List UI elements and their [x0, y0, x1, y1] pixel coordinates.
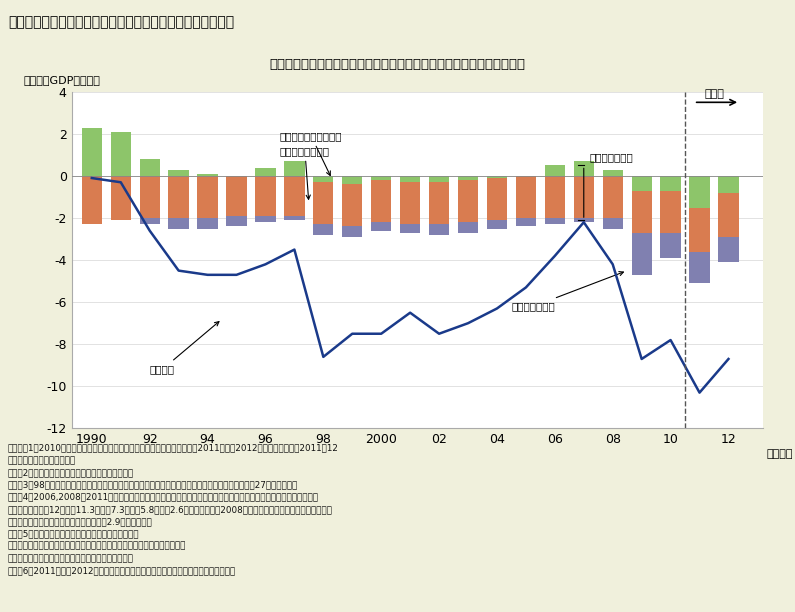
Bar [631, 191, 652, 233]
Bar [574, 218, 594, 222]
Text: 第３－２－１図　国・地方の循環的・構造的財政収支の動向: 第３－２－１図 国・地方の循環的・構造的財政収支の動向 [8, 15, 234, 29]
Text: 債務返済機構からの債務承継分約2.9兆円を除く。: 債務返済機構からの債務承継分約2.9兆円を除く。 [8, 517, 153, 526]
Bar [169, 218, 188, 228]
Text: 構造的財政収支: 構造的財政収支 [590, 152, 634, 162]
Bar [458, 176, 478, 180]
Bar [169, 176, 188, 218]
Text: 財政収支: 財政収支 [149, 321, 219, 375]
Bar [631, 176, 652, 191]
Bar [371, 222, 391, 231]
Bar [227, 216, 246, 226]
Bar [603, 218, 622, 228]
Bar [255, 168, 276, 176]
Bar [719, 193, 739, 237]
Bar [574, 161, 594, 176]
Bar [545, 218, 565, 225]
Text: 6．2011年度・2012年度の見込みは、構造的財政収支と循環的財政収支の合計。: 6．2011年度・2012年度の見込みは、構造的財政収支と循環的財政収支の合計。 [8, 566, 236, 575]
Text: （備考）1．2010年度までの実績は、内閣府「国民経済計算」により作成。2011年度、2012年度の見込みは、2011年12: （備考）1．2010年度までの実績は、内閣府「国民経済計算」により作成。2011… [8, 444, 339, 453]
Bar [689, 252, 710, 283]
Bar [285, 216, 304, 220]
Text: れ分等（12兆円、11.3兆円、7.3兆円、5.8兆円、2.6兆円）を除く。2008年度については、日本高速道路保有・: れ分等（12兆円、11.3兆円、7.3兆円、5.8兆円、2.6兆円）を除く。20… [8, 505, 333, 514]
Bar [82, 127, 102, 176]
Bar [516, 176, 536, 218]
Bar [197, 218, 218, 228]
Text: 4．2006,2008～2011年度については、財政融資資金特別会計から国債整理基金特別会計又は一般会計への繰入: 4．2006,2008～2011年度については、財政融資資金特別会計から国債整理… [8, 493, 319, 502]
Bar [111, 176, 131, 220]
Bar [169, 170, 188, 176]
Text: 見込み: 見込み [704, 89, 724, 99]
Bar [429, 225, 449, 235]
Bar [313, 176, 333, 182]
Bar [255, 216, 276, 222]
Bar [111, 132, 131, 176]
Bar [140, 159, 160, 176]
Bar [458, 180, 478, 222]
Text: リーマンショック後と東日本大震災後の財政出動により財政収支は悪化: リーマンショック後と東日本大震災後の財政出動により財政収支は悪化 [270, 58, 525, 71]
Bar [400, 176, 421, 182]
Bar [603, 170, 622, 176]
Text: （年度）: （年度） [766, 449, 793, 458]
Bar [400, 225, 421, 233]
Bar [140, 176, 160, 218]
Bar [342, 184, 363, 226]
Text: ＝循環的財政収支＋構造的基礎的財政収支＋利払い費（ネット）: ＝循環的財政収支＋構造的基礎的財政収支＋利払い費（ネット） [8, 542, 187, 551]
Bar [458, 222, 478, 233]
Bar [719, 176, 739, 193]
Bar [140, 218, 160, 225]
Bar [516, 218, 536, 226]
Bar [371, 176, 391, 180]
Bar [603, 176, 622, 218]
Text: （対名目GDP比、％）: （対名目GDP比、％） [23, 75, 100, 85]
Text: 5．財政収支＝循環的財政収支＋構造的財政収支: 5．財政収支＝循環的財政収支＋構造的財政収支 [8, 529, 140, 539]
Text: 循環的財政収支: 循環的財政収支 [511, 272, 623, 312]
Text: 構造的基礎的財政収支: 構造的基礎的財政収支 [280, 131, 343, 176]
Bar [82, 176, 102, 225]
Text: 利払費（ネット）: 利払費（ネット） [280, 146, 330, 200]
Bar [487, 176, 507, 178]
Bar [545, 176, 565, 218]
Bar [545, 165, 565, 176]
Text: ＝基礎的財政収支＋利払い費（ネット）。: ＝基礎的財政収支＋利払い費（ネット）。 [8, 554, 134, 563]
Bar [429, 182, 449, 225]
Bar [197, 176, 218, 218]
Bar [487, 178, 507, 220]
Bar [400, 182, 421, 225]
Bar [429, 176, 449, 182]
Bar [371, 180, 391, 222]
Bar [197, 174, 218, 176]
Text: 3．98年度については、日本国有鉄道清算事業団及び国有林野事業特別会計からの承継債務分約27兆円を除く。: 3．98年度については、日本国有鉄道清算事業団及び国有林野事業特別会計からの承継… [8, 480, 298, 490]
Bar [661, 233, 681, 258]
Text: 2．推計方法については、付注３－３を参照。: 2．推計方法については、付注３－３を参照。 [8, 468, 134, 477]
Bar [661, 176, 681, 191]
Bar [719, 237, 739, 262]
Bar [574, 176, 594, 218]
Bar [631, 233, 652, 275]
Bar [285, 176, 304, 216]
Bar [689, 176, 710, 207]
Bar [689, 207, 710, 252]
Bar [661, 191, 681, 233]
Bar [255, 176, 276, 216]
Bar [342, 176, 363, 184]
Bar [313, 225, 333, 235]
Bar [342, 226, 363, 237]
Bar [487, 220, 507, 228]
Bar [285, 161, 304, 176]
Bar [227, 176, 246, 216]
Text: 月時点の推計値。: 月時点の推計値。 [8, 456, 76, 465]
Bar [313, 182, 333, 225]
